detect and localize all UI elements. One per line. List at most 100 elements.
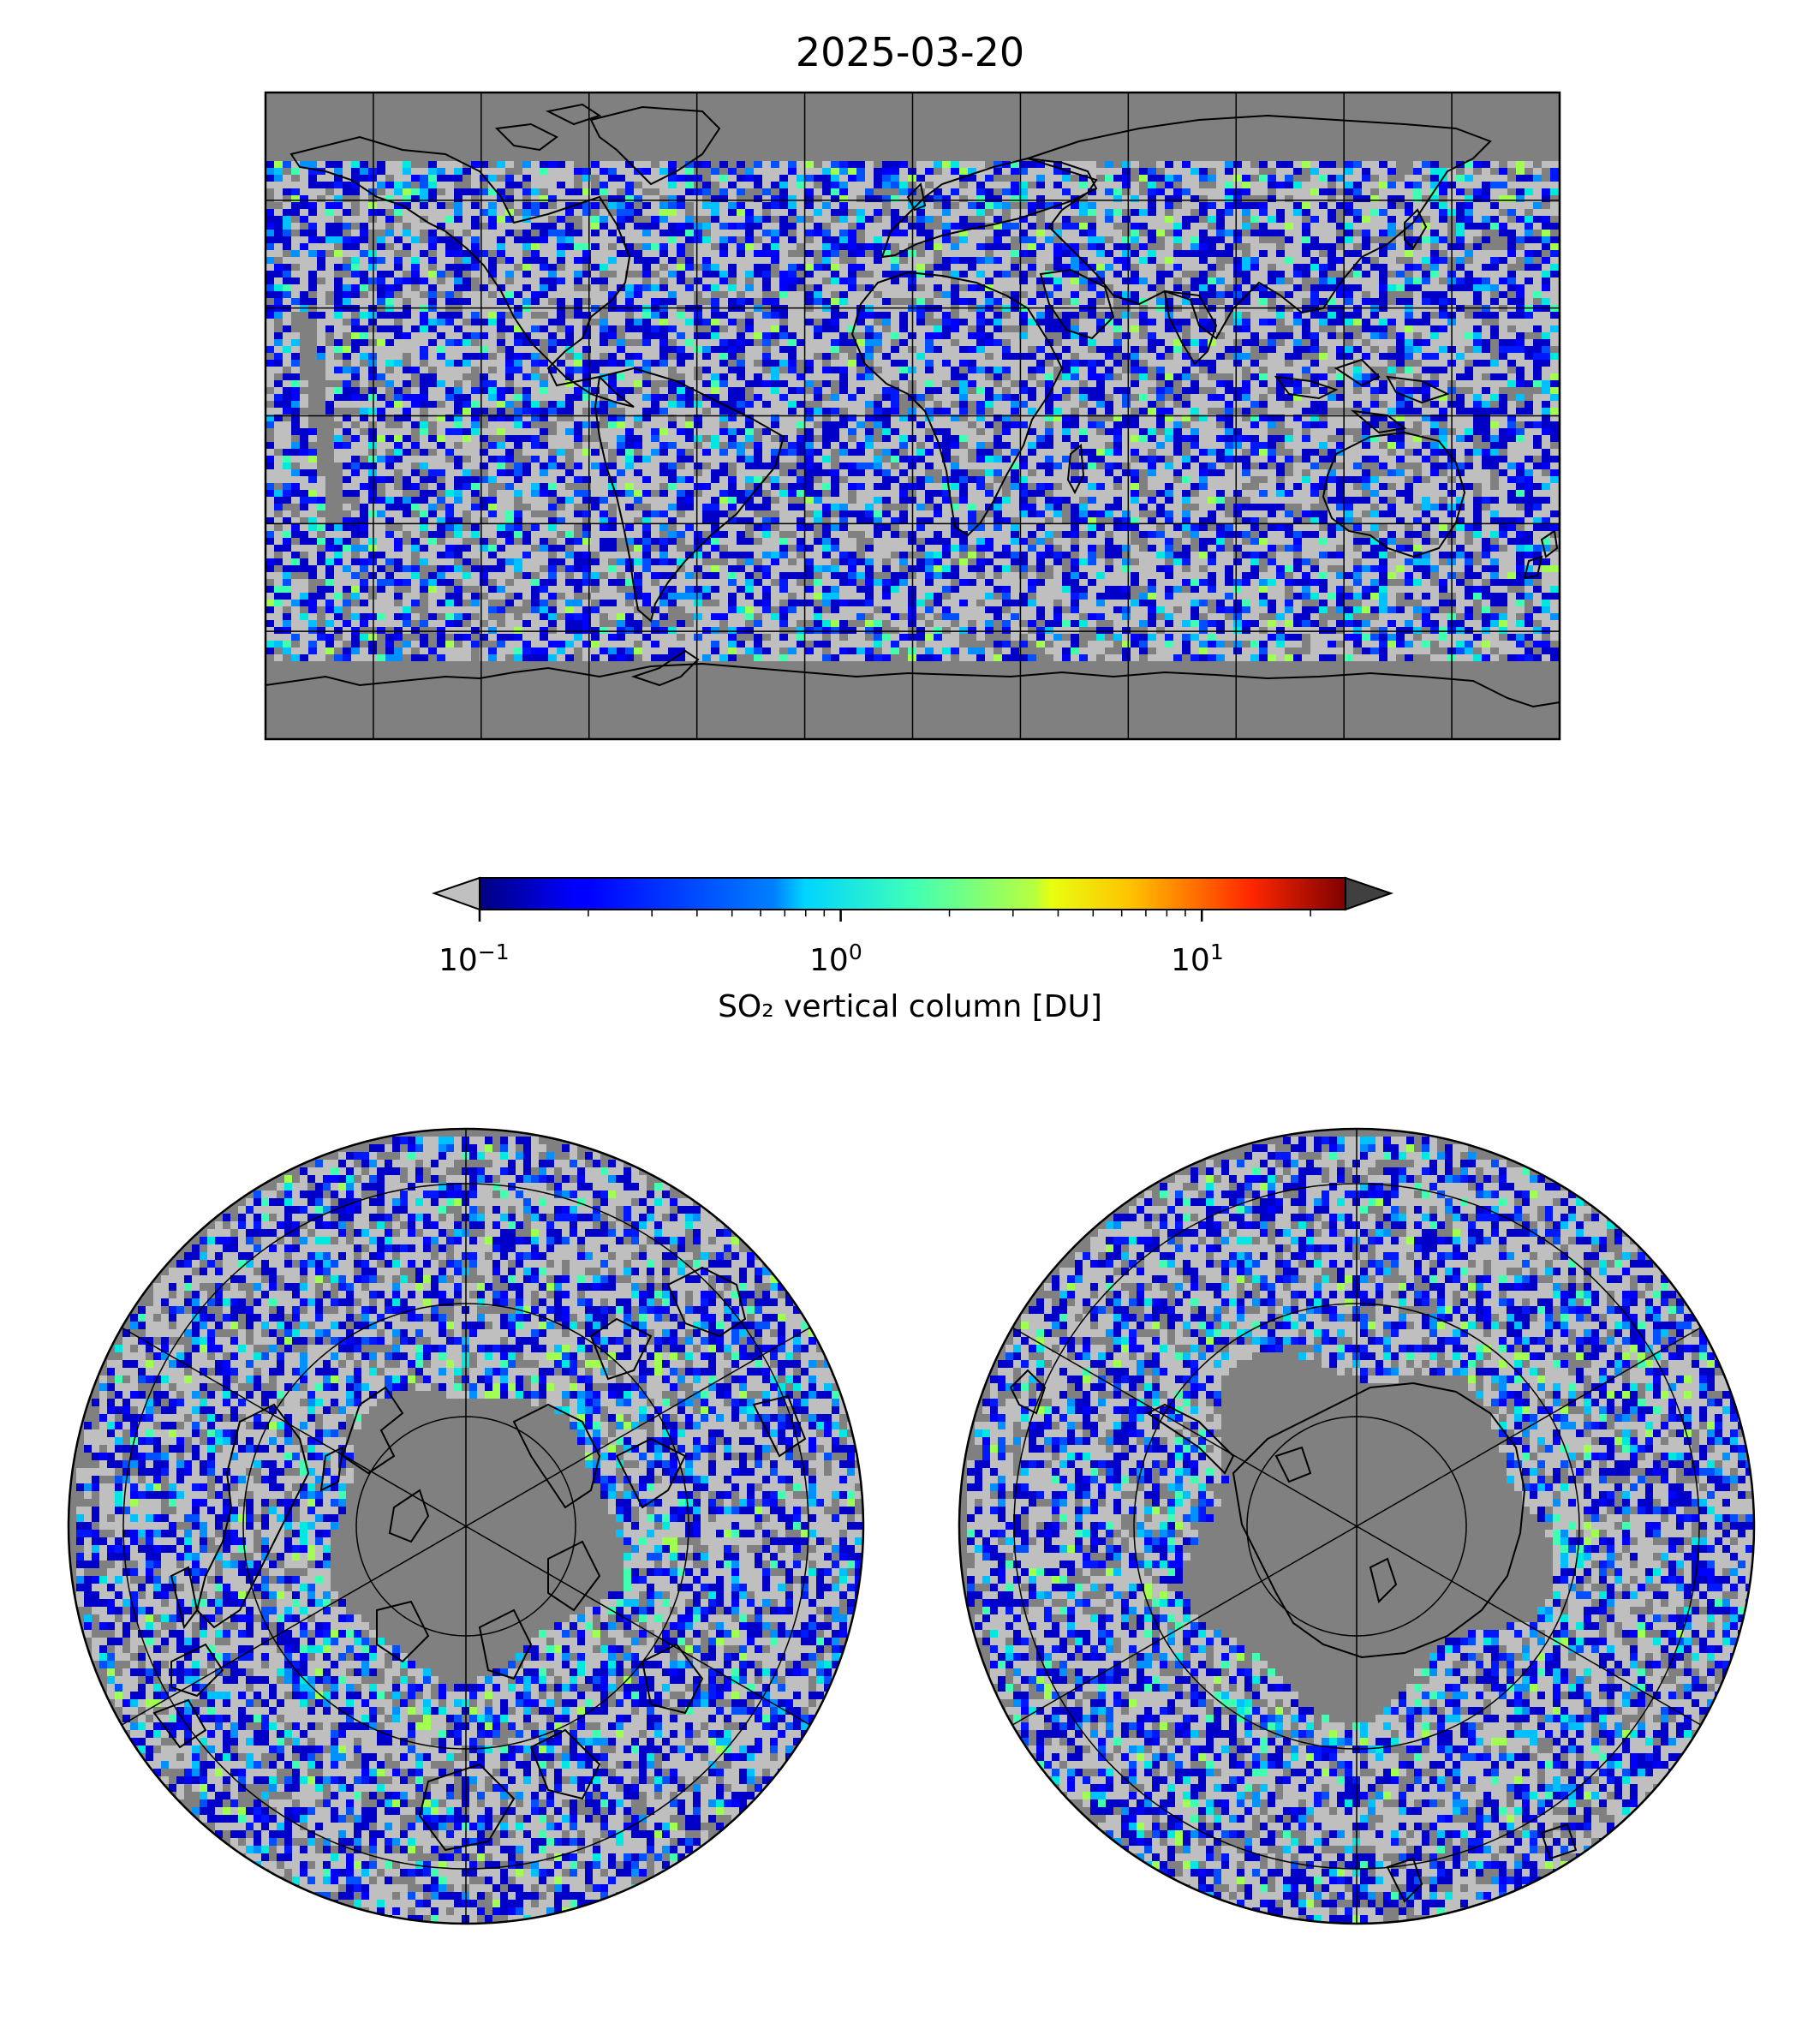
data-cell <box>1165 346 1173 353</box>
data-cell <box>737 346 745 353</box>
data-cell <box>882 332 891 339</box>
data-cell <box>737 298 745 305</box>
data-cell <box>1216 387 1225 394</box>
data-cell <box>1550 264 1559 271</box>
data-cell <box>1465 175 1473 182</box>
data-cell <box>728 175 737 182</box>
data-cell <box>1071 401 1079 408</box>
data-cell <box>497 325 505 332</box>
data-cell <box>497 421 505 428</box>
data-cell <box>1473 195 1482 202</box>
data-cell <box>488 325 497 332</box>
data-cell <box>968 339 976 346</box>
data-cell <box>668 175 677 182</box>
data-cell <box>1439 284 1447 291</box>
data-cell <box>916 175 925 182</box>
data-cell <box>711 360 719 367</box>
data-cell <box>916 353 925 360</box>
data-cell <box>488 373 497 380</box>
data-cell <box>454 312 462 319</box>
data-cell <box>1233 182 1242 188</box>
data-cell <box>1028 367 1036 373</box>
data-cell <box>1507 319 1516 325</box>
data-cell <box>934 175 942 182</box>
data-cell <box>1336 264 1345 271</box>
data-cell <box>1011 230 1019 236</box>
data-cell <box>1345 175 1353 182</box>
data-cell <box>385 360 394 367</box>
data-cell <box>1370 421 1379 428</box>
data-cell <box>934 195 942 202</box>
data-cell <box>805 277 814 284</box>
data-cell <box>1490 421 1499 428</box>
data-cell <box>934 408 942 415</box>
data-cell <box>668 360 677 367</box>
data-cell <box>1353 298 1362 305</box>
data-cell <box>1293 161 1302 168</box>
data-cell <box>1319 161 1328 168</box>
data-cell <box>1139 195 1148 202</box>
data-cell <box>1225 236 1233 243</box>
data-cell <box>1550 373 1559 380</box>
data-cell <box>557 387 565 394</box>
data-cell <box>1533 202 1542 209</box>
data-cell <box>642 161 651 168</box>
data-cell <box>625 332 634 339</box>
data-cell <box>574 168 582 175</box>
data-cell <box>1490 188 1499 195</box>
data-cell <box>865 367 874 373</box>
data-cell <box>728 298 737 305</box>
data-cell <box>677 415 685 421</box>
data-cell <box>1465 291 1473 298</box>
data-cell <box>865 298 874 305</box>
data-cell <box>1405 332 1413 339</box>
data-cell <box>719 161 728 168</box>
data-cell <box>1285 394 1293 401</box>
data-cell <box>994 415 1002 421</box>
data-cell <box>1139 353 1148 360</box>
data-cell <box>1268 421 1276 428</box>
data-cell <box>377 257 385 264</box>
data-cell <box>1062 380 1071 387</box>
data-cell <box>343 401 351 408</box>
data-cell <box>1362 325 1370 332</box>
data-cell <box>540 202 548 209</box>
data-cell <box>976 284 985 291</box>
data-cell <box>274 168 283 175</box>
data-cell <box>1096 277 1105 284</box>
data-cell <box>377 264 385 271</box>
data-cell <box>1036 182 1045 188</box>
data-cell <box>291 401 300 408</box>
data-cell <box>488 312 497 319</box>
data-cell <box>865 209 874 216</box>
data-cell <box>1310 298 1319 305</box>
data-cell <box>959 264 968 271</box>
data-cell <box>582 216 591 223</box>
data-cell <box>1071 223 1079 230</box>
data-cell <box>462 367 471 373</box>
data-cell <box>959 202 968 209</box>
data-cell <box>1250 264 1259 271</box>
data-cell <box>1131 257 1139 264</box>
data-cell <box>1396 339 1405 346</box>
data-cell <box>831 325 839 332</box>
data-cell <box>1413 168 1422 175</box>
data-cell <box>325 325 334 332</box>
data-cell <box>557 271 565 277</box>
data-cell <box>822 312 831 319</box>
data-cell <box>548 264 557 271</box>
data-cell <box>677 209 685 216</box>
data-cell <box>1071 230 1079 236</box>
data-cell <box>600 230 608 236</box>
data-cell <box>540 264 548 271</box>
data-cell <box>1088 380 1096 387</box>
data-cell <box>779 168 788 175</box>
data-cell <box>1062 353 1071 360</box>
data-cell <box>882 394 891 401</box>
data-cell <box>317 339 325 346</box>
data-cell <box>497 367 505 373</box>
data-cell <box>488 319 497 325</box>
data-cell <box>428 271 437 277</box>
data-cell <box>1019 182 1028 188</box>
data-cell <box>1293 421 1302 428</box>
